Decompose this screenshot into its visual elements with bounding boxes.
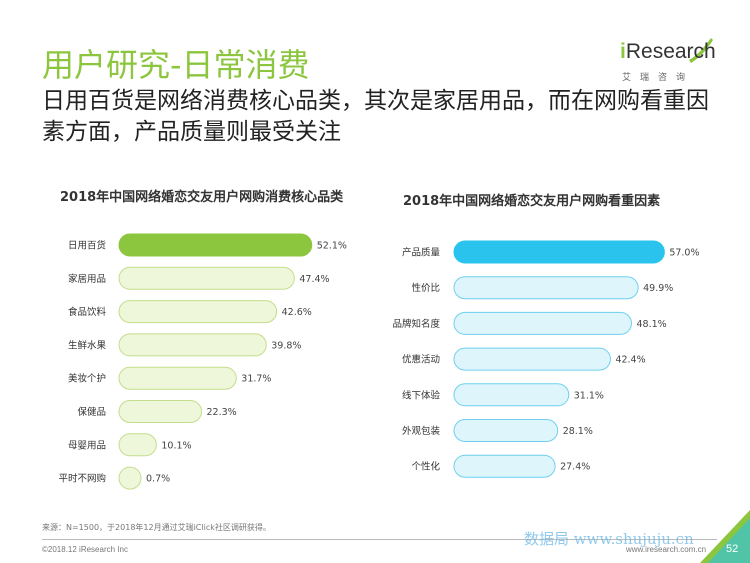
footer-divider <box>42 539 717 540</box>
iresearch-logo: iResearch 艾瑞咨询 <box>620 38 720 88</box>
right-category-label-3: 优惠活动 <box>402 354 440 366</box>
right-bar-0 <box>453 240 665 264</box>
right-value-label-4: 31.1% <box>574 390 604 401</box>
right-bar-5 <box>453 419 559 442</box>
right-chart-title: 2018年中国网络婚恋交友用户网购看重因素 <box>403 194 661 209</box>
left-bar-4 <box>118 366 237 390</box>
left-bar-2 <box>118 300 278 324</box>
right-bar-1 <box>453 276 639 300</box>
left-bar-5 <box>118 400 203 423</box>
left-value-label-1: 47.4% <box>299 274 329 285</box>
left-value-label-5: 22.3% <box>207 407 237 418</box>
left-value-label-6: 10.1% <box>161 440 191 451</box>
left-bar-3 <box>118 333 267 357</box>
logo-subtext: 艾瑞咨询 <box>622 73 695 83</box>
left-value-label-3: 39.8% <box>271 340 301 351</box>
right-category-label-2: 品牌知名度 <box>392 318 440 330</box>
right-bar-4 <box>453 383 570 407</box>
page-number: 52 <box>726 543 739 555</box>
logo-wordmark: iResearch <box>620 40 716 63</box>
right-value-label-3: 42.4% <box>615 355 645 366</box>
right-category-label-5: 外观包装 <box>402 425 441 437</box>
left-category-label-1: 家居用品 <box>68 273 106 285</box>
right-value-label-2: 48.1% <box>636 319 666 330</box>
left-category-label-4: 美妆个护 <box>68 373 106 385</box>
right-value-label-0: 57.0% <box>669 248 699 259</box>
page-title: 用户研究-日常消费 <box>42 46 310 84</box>
left-chart-title: 2018年中国网络婚恋交友用户网购消费核心品类 <box>60 190 344 205</box>
right-category-label-1: 性价比 <box>411 282 440 294</box>
corner-decoration-icon <box>700 510 750 563</box>
logo-swoosh-icon <box>689 38 713 63</box>
left-bar-1 <box>118 266 295 290</box>
left-bar-6 <box>118 433 157 457</box>
left-value-label-2: 42.6% <box>282 307 312 318</box>
right-bar-2 <box>453 311 632 335</box>
right-bar-6 <box>453 454 556 478</box>
right-value-label-5: 28.1% <box>563 426 593 437</box>
right-bar-3 <box>453 347 611 371</box>
right-value-label-1: 49.9% <box>643 283 673 294</box>
left-bar-0 <box>118 233 313 257</box>
left-category-label-0: 日用百货 <box>68 240 106 252</box>
copyright-text: ©2018.12 iResearch Inc <box>42 545 128 554</box>
left-value-label-7: 0.7% <box>146 474 170 485</box>
left-category-label-5: 保健品 <box>77 406 106 418</box>
right-value-label-6: 27.4% <box>560 462 590 473</box>
source-note: 来源：N=1500，于2018年12月通过艾瑞iClick社区调研获得。 <box>42 523 271 532</box>
left-value-label-0: 52.1% <box>317 241 347 252</box>
left-bar-7 <box>118 466 142 490</box>
page-subtitle: 日用百货是网络消费核心品类，其次是家居用品，而在网购看重因素方面，产品质量则最受… <box>42 88 709 145</box>
left-category-label-2: 食品饮料 <box>68 306 107 318</box>
left-value-label-4: 31.7% <box>241 374 271 385</box>
right-category-label-6: 个性化 <box>411 461 440 473</box>
right-category-label-0: 产品质量 <box>402 247 441 259</box>
right-category-label-4: 线下体验 <box>402 389 441 401</box>
watermark-text: 数据局 www.shujuju.cn <box>524 530 694 548</box>
left-category-label-7: 平时不网购 <box>58 473 106 485</box>
website-link[interactable]: www.iresearch.com.cn <box>626 545 707 554</box>
left-category-label-6: 母婴用品 <box>68 440 106 451</box>
left-category-label-3: 生鲜水果 <box>68 339 107 351</box>
